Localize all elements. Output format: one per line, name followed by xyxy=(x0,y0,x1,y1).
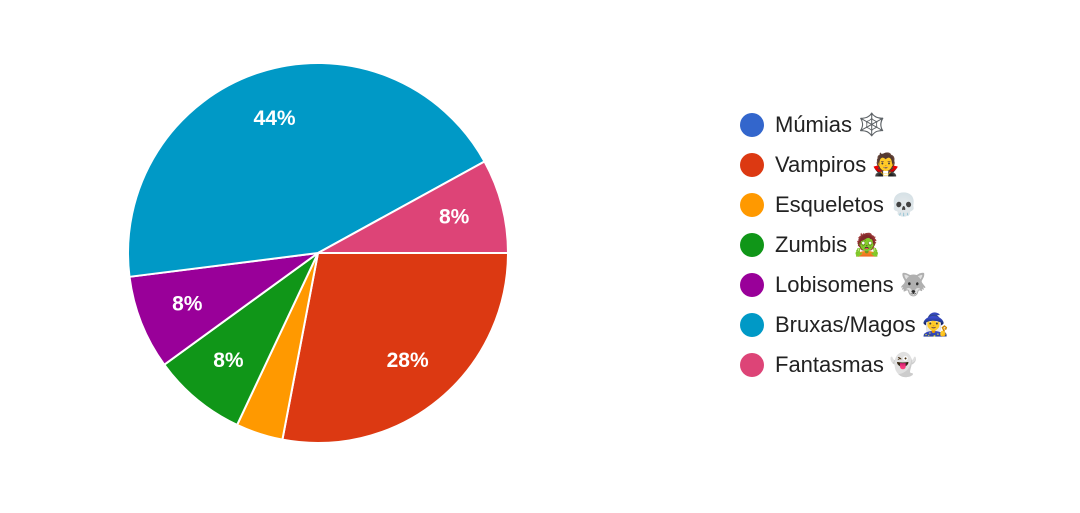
slice-label: 8% xyxy=(439,206,470,229)
legend-marker xyxy=(740,113,764,137)
legend-label: Fantasmas 👻 xyxy=(775,351,917,378)
legend-label: Vampiros 🧛 xyxy=(775,151,900,177)
legend-marker xyxy=(740,153,764,177)
legend-label: Zumbis 🧟 xyxy=(775,232,881,257)
legend-label: Esqueletos 💀 xyxy=(775,192,917,217)
legend-marker xyxy=(740,353,764,377)
pie-slice xyxy=(127,62,486,278)
legend-label: Múmias 🕸️ xyxy=(775,112,886,137)
slice-label: 8% xyxy=(213,349,244,372)
pie-slice xyxy=(128,252,319,367)
legend-marker xyxy=(740,273,764,297)
pie-slice xyxy=(317,160,510,254)
legend-label: Bruxas/Magos 🧙‍♀️ xyxy=(775,312,949,337)
pie-slice xyxy=(162,252,319,427)
legend-marker xyxy=(740,313,764,337)
slice-label: 44% xyxy=(254,107,296,130)
slice-label: 28% xyxy=(387,349,429,372)
pie-slice xyxy=(281,252,510,444)
legend-marker xyxy=(740,233,764,257)
legend-label: Lobisomens 🐺 xyxy=(775,272,927,297)
legend-marker xyxy=(740,193,764,217)
slice-label: 8% xyxy=(172,292,203,315)
